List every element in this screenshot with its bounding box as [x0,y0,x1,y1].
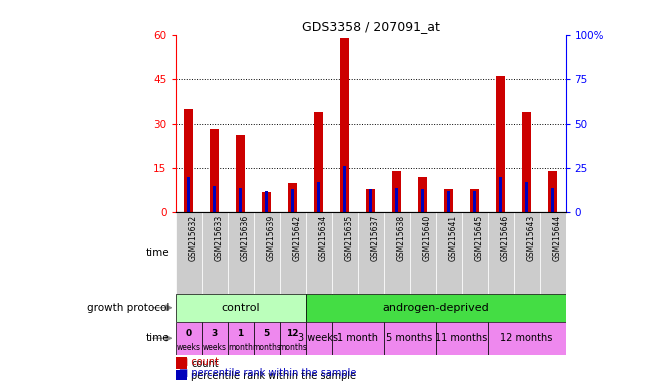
Bar [332,322,384,355]
Bar [462,212,488,294]
Text: GSM215639: GSM215639 [266,215,276,261]
Bar [176,357,187,369]
Bar [410,212,436,294]
Text: control: control [221,303,260,313]
Bar [496,76,505,212]
Bar [265,191,268,212]
Bar [473,191,476,212]
Bar [499,177,502,212]
Bar [227,322,254,355]
Text: GSM215640: GSM215640 [422,215,432,261]
Text: 3: 3 [211,329,218,338]
Bar [227,212,254,294]
Bar [436,322,488,355]
Text: GSM215644: GSM215644 [552,215,562,261]
Bar [395,187,398,212]
Text: ■ count: ■ count [179,357,219,367]
Text: GSM215646: GSM215646 [500,215,510,261]
Text: 5 months: 5 months [386,333,433,343]
Bar [340,38,349,212]
Text: GSM215633: GSM215633 [214,215,224,261]
Bar [444,189,453,212]
Bar [525,182,528,212]
Text: GSM215641: GSM215641 [448,215,458,261]
Text: androgen-deprived: androgen-deprived [382,303,489,313]
Text: months: months [252,343,281,352]
Bar [280,322,306,355]
Text: count: count [191,359,218,369]
Bar [254,322,280,355]
Bar [306,212,332,294]
Bar [332,212,358,294]
Text: growth protocol: growth protocol [86,303,169,313]
Text: GSM215634: GSM215634 [318,215,328,261]
Text: time: time [146,333,169,343]
Bar [436,212,461,294]
Text: GSM215643: GSM215643 [526,215,536,261]
Text: GSM215632: GSM215632 [188,215,198,261]
Text: GSM215636: GSM215636 [240,215,250,261]
Text: 3 weeks: 3 weeks [298,333,339,343]
Bar [176,322,202,355]
Text: 1: 1 [237,329,244,338]
Bar [187,177,190,212]
Bar [551,187,554,212]
Bar [202,322,228,355]
Bar [366,189,375,212]
Bar [184,109,193,212]
Bar [306,294,566,322]
Text: GSM215638: GSM215638 [396,215,406,261]
Bar [369,189,372,212]
Text: time: time [146,248,169,258]
Bar [176,212,202,294]
Bar [470,189,479,212]
Text: month: month [228,343,253,352]
Text: 12 months: 12 months [500,333,552,343]
Text: weeks: weeks [203,343,226,352]
Bar [522,112,531,212]
Text: GSM215645: GSM215645 [474,215,484,261]
Text: 0: 0 [185,329,192,338]
Bar [514,212,540,294]
Bar [280,212,306,294]
Bar [548,171,557,212]
Bar [176,294,306,322]
Bar [236,136,245,212]
Bar [421,189,424,212]
Bar [306,322,332,355]
Bar [288,183,297,212]
Text: GSM215642: GSM215642 [292,215,302,261]
Bar [314,112,323,212]
Text: 1 month: 1 month [337,333,378,343]
Bar [210,129,219,212]
Bar [384,322,436,355]
Text: 12: 12 [286,329,299,338]
Title: GDS3358 / 207091_at: GDS3358 / 207091_at [302,20,439,33]
Bar [176,370,187,381]
Bar [202,212,228,294]
Bar [540,212,566,294]
Bar [317,182,320,212]
Text: ■ percentile rank within the sample: ■ percentile rank within the sample [179,368,356,378]
Text: weeks: weeks [177,343,200,352]
Bar [254,212,280,294]
Bar [488,212,514,294]
Bar [358,212,384,294]
Text: 5: 5 [263,329,270,338]
Bar [291,189,294,212]
Bar [488,322,566,355]
Text: GSM215635: GSM215635 [344,215,354,261]
Text: 11 months: 11 months [436,333,488,343]
Bar [418,177,427,212]
Text: months: months [278,343,307,352]
Bar [262,192,271,212]
Bar [447,191,450,212]
Bar [239,187,242,212]
Bar [392,171,401,212]
Text: percentile rank within the sample: percentile rank within the sample [191,371,356,381]
Text: GSM215637: GSM215637 [370,215,380,261]
Bar [213,186,216,212]
Bar [343,166,346,212]
Bar [384,212,410,294]
